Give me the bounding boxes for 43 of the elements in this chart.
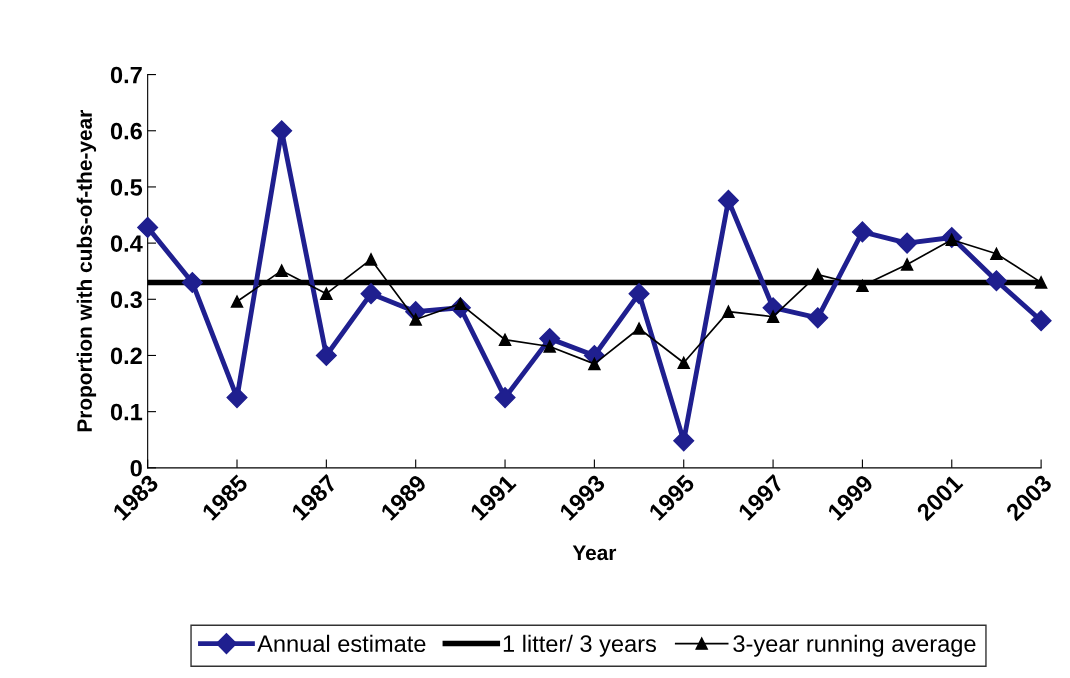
point [275, 264, 288, 277]
y-tick-label: 0.2 [110, 347, 142, 365]
point [494, 387, 516, 409]
point [1030, 310, 1052, 332]
point [588, 357, 601, 371]
legend-label: 3-year running average [733, 634, 976, 657]
point [320, 287, 333, 300]
point [807, 307, 829, 329]
y-axis-title: Proportion with cubs-of-the-year [76, 110, 97, 432]
legend-label: 1 litter/ 3 years [503, 634, 656, 657]
point [360, 283, 382, 305]
point [900, 258, 914, 271]
legend-label: Annual estimate [257, 634, 426, 653]
point [1034, 276, 1048, 289]
point [628, 283, 650, 305]
y-tick-label: 0.3 [110, 291, 142, 309]
point [896, 232, 918, 254]
point [677, 356, 690, 370]
point [985, 270, 1007, 292]
y-tick-label: 0.1 [110, 403, 143, 421]
y-tick-label: 0.7 [110, 66, 142, 84]
y-tick-label: 0.5 [110, 179, 143, 196]
point [498, 333, 512, 346]
point [315, 344, 337, 366]
point [230, 295, 244, 308]
x-axis-title: Year [572, 545, 617, 561]
point [226, 387, 248, 409]
point [856, 279, 869, 293]
point [409, 313, 422, 326]
point [990, 247, 1003, 261]
point [722, 305, 735, 318]
y-tick-label: 0 [130, 459, 142, 477]
point [811, 268, 824, 281]
point [181, 271, 203, 293]
point [364, 253, 378, 266]
point [543, 340, 556, 353]
point [632, 322, 646, 335]
point [717, 189, 739, 211]
point [851, 221, 873, 243]
point [766, 310, 780, 323]
y-tick-label: 0.4 [110, 235, 143, 252]
point [673, 430, 695, 452]
y-tick-label: 0.6 [110, 122, 142, 140]
